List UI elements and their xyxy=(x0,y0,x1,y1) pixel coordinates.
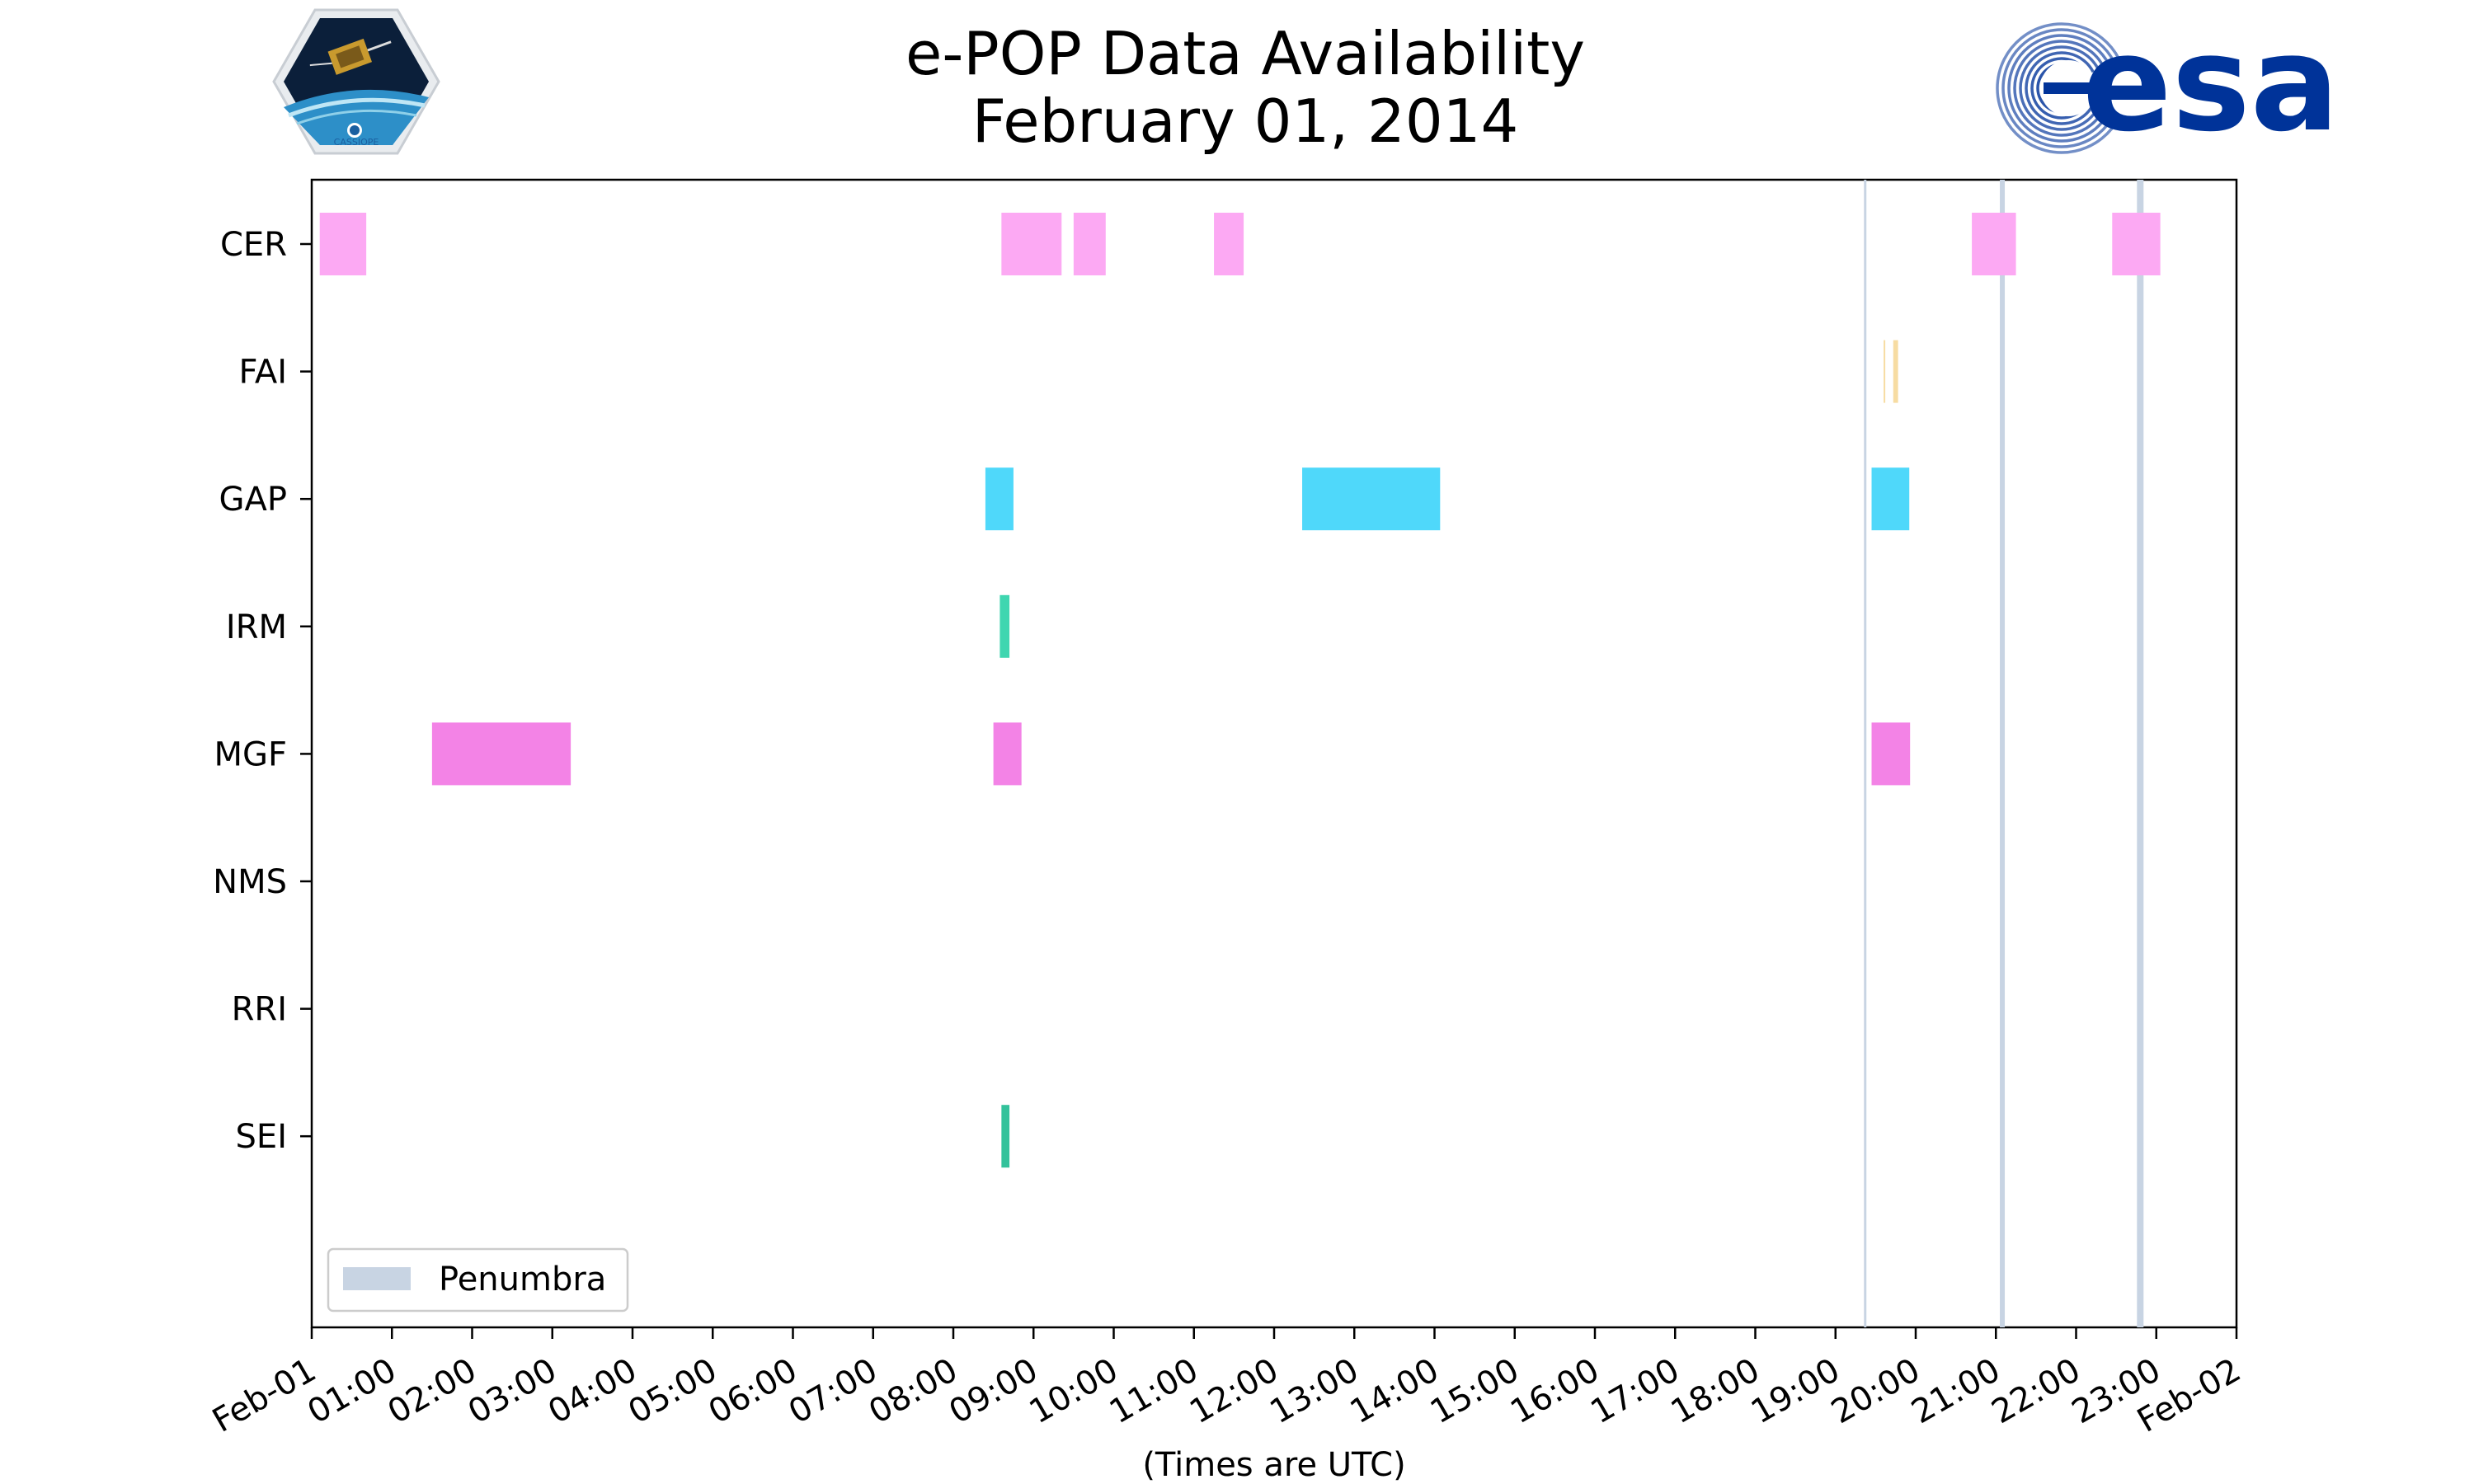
esa-arc xyxy=(2025,51,2095,125)
badge-text: CASSIOPE xyxy=(334,137,379,148)
x-tick-label: 08:00 xyxy=(863,1351,964,1431)
x-tick-label: 21:00 xyxy=(1905,1351,2006,1431)
x-tick-label: 10:00 xyxy=(1023,1351,1125,1431)
x-tick-label: 17:00 xyxy=(1584,1351,1686,1431)
bar-mgf xyxy=(993,722,1022,786)
x-tick-label: 03:00 xyxy=(462,1351,563,1431)
chart-subtitle: February 01, 2014 xyxy=(972,87,1519,156)
y-tick-label: CER xyxy=(220,226,287,264)
x-tick-label: 15:00 xyxy=(1424,1351,1526,1431)
legend-box xyxy=(327,1247,629,1313)
bar-sei xyxy=(1001,1105,1010,1168)
bar-mgf xyxy=(1871,722,1911,786)
esa-arc xyxy=(2019,45,2100,131)
esa-logo-icon: esa xyxy=(1996,7,2340,161)
x-tick-label: 11:00 xyxy=(1103,1351,1205,1431)
bar-fai xyxy=(1893,340,1898,403)
y-tick-label: FAI xyxy=(239,354,288,392)
plot-frame xyxy=(310,178,2238,1329)
y-tick-label: SEI xyxy=(236,1118,287,1156)
y-axis: CER FAI GAP IRM MGF NMS RRI SEI xyxy=(213,226,312,1156)
bar-irm xyxy=(999,594,1010,658)
x-tick-label: 07:00 xyxy=(783,1351,884,1431)
esa-arc xyxy=(1996,22,2121,154)
bar-cer xyxy=(1972,213,2016,275)
bar-fai xyxy=(1884,340,1886,403)
esa-arc xyxy=(2007,34,2110,143)
x-tick-label: 14:00 xyxy=(1344,1351,1446,1431)
y-tick-label: GAP xyxy=(219,481,287,519)
x-tick-label: 19:00 xyxy=(1745,1351,1846,1431)
chart-title: e-POP Data Availability xyxy=(905,19,1585,88)
esa-arc xyxy=(2030,57,2090,120)
x-tick-label: 09:00 xyxy=(943,1351,1044,1431)
data-bars xyxy=(319,213,2161,1168)
x-axis-label: (Times are UTC) xyxy=(1142,1446,1405,1484)
bar-cer xyxy=(1214,213,1244,275)
x-tick-label: 06:00 xyxy=(703,1351,804,1431)
y-tick-label: IRM xyxy=(226,608,287,646)
x-tick-label: 01:00 xyxy=(301,1351,402,1431)
bar-gap xyxy=(1302,467,1441,531)
bar-cer xyxy=(1073,213,1106,275)
x-tick-label: 18:00 xyxy=(1665,1351,1766,1431)
y-tick-label: MGF xyxy=(214,735,287,773)
y-tick-label: NMS xyxy=(213,863,287,901)
bar-cer xyxy=(1001,213,1062,275)
bar-gap xyxy=(1871,467,1910,531)
bar-gap xyxy=(985,467,1014,531)
esa-logo-text: esa xyxy=(2082,7,2340,161)
x-tick-label: 13:00 xyxy=(1263,1351,1365,1431)
x-tick-label: 20:00 xyxy=(1825,1351,1926,1431)
x-tick-label: 22:00 xyxy=(1986,1351,2087,1431)
x-tick-label: 04:00 xyxy=(542,1351,643,1431)
x-tick-label: 12:00 xyxy=(1183,1351,1285,1431)
bar-cer xyxy=(2112,213,2161,275)
x-axis: Feb-0101:0002:0003:0004:0005:0006:0007:0… xyxy=(206,1327,2247,1440)
cassiope-badge-icon: CASSIOPE xyxy=(272,8,440,155)
legend: Penumbra xyxy=(327,1247,629,1313)
y-tick-label: RRI xyxy=(232,991,287,1029)
x-tick-label: 05:00 xyxy=(622,1351,723,1431)
x-tick-label: 02:00 xyxy=(382,1351,483,1431)
bar-mgf xyxy=(431,722,571,786)
esa-arc xyxy=(2013,40,2105,137)
x-tick-label: 16:00 xyxy=(1504,1351,1606,1431)
bar-cer xyxy=(319,213,367,275)
esa-arc xyxy=(2001,28,2115,148)
legend-label-penumbra: Penumbra xyxy=(439,1261,606,1298)
penumbra-lines xyxy=(1864,180,2144,1327)
legend-swatch-penumbra xyxy=(343,1267,411,1290)
